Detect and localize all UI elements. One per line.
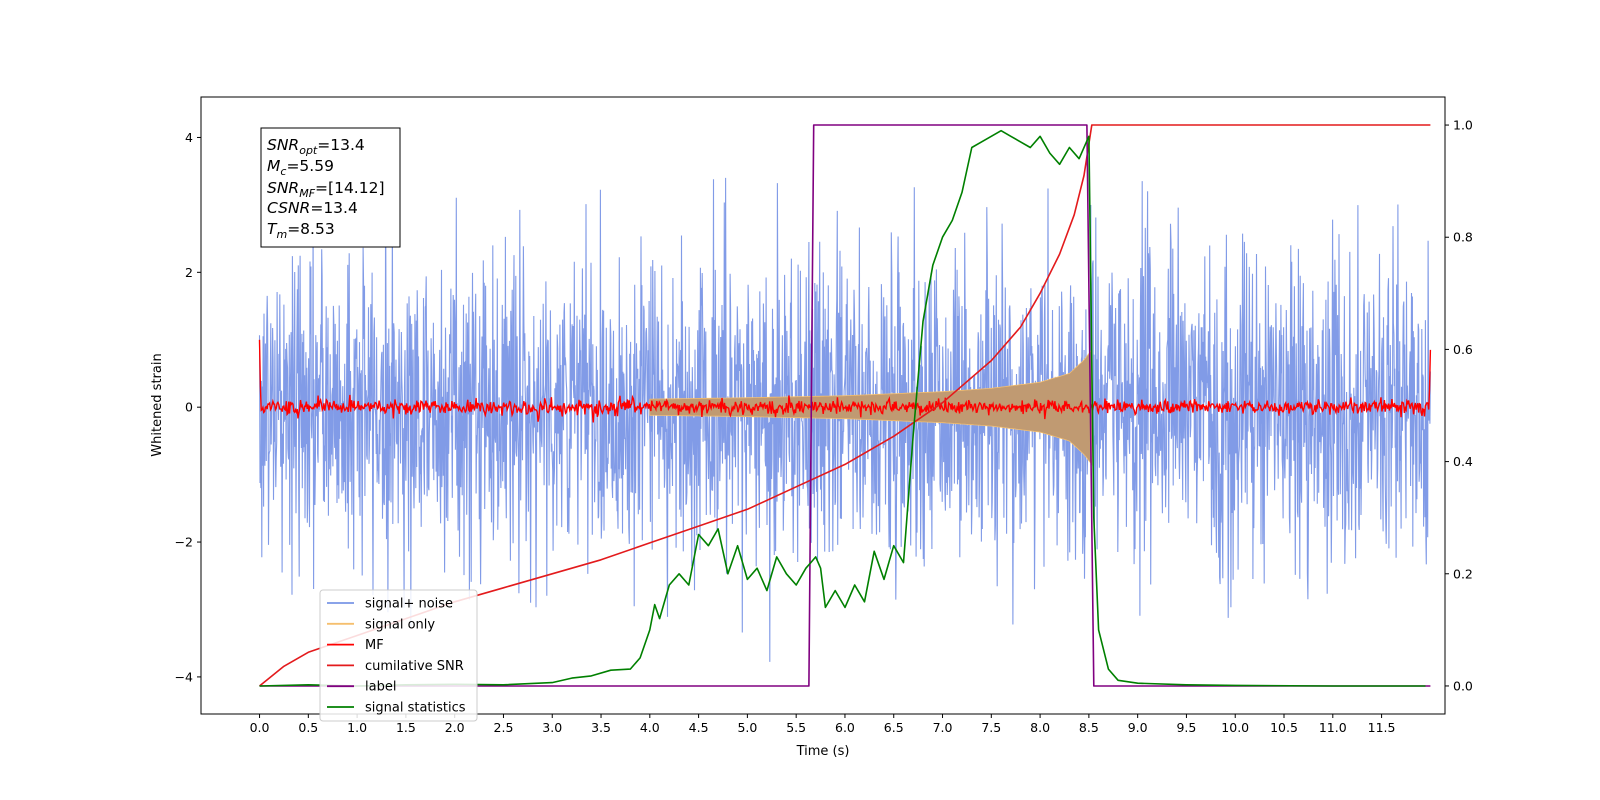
x-tick-label: 3.0 [542, 720, 562, 735]
x-tick-label: 4.0 [640, 720, 660, 735]
legend-entry: label [365, 680, 396, 695]
legend-entry: signal only [365, 617, 435, 632]
x-tick-label: 1.5 [396, 720, 416, 735]
y-axis-left: 4 2 0 −2 −4 [175, 130, 201, 684]
y-axis-label: Whitened strain [150, 353, 165, 456]
y-tick-label-left: −2 [175, 535, 193, 550]
x-tick-label: 0.0 [250, 720, 270, 735]
y-tick-label-right: 0.8 [1453, 230, 1473, 245]
series-signal-statistics [259, 129, 1426, 687]
x-tick-label: 11.0 [1319, 720, 1347, 735]
y-tick-label-right: 0.2 [1453, 566, 1473, 581]
y-tick-label-left: 4 [185, 130, 193, 145]
x-tick-label: 4.5 [689, 720, 709, 735]
legend-frame [319, 589, 478, 722]
plot-frame [200, 96, 1446, 715]
x-tick-label: 7.0 [933, 720, 953, 735]
series-mf [258, 339, 1432, 423]
info-mc: Mc=5.59 [267, 157, 334, 178]
legend-entry: signal statistics [365, 701, 466, 716]
legend: signal+ noise signal only MF cumilative SNR… [319, 589, 478, 722]
x-tick-label: 6.0 [835, 720, 855, 735]
x-tick-label: 10.5 [1270, 720, 1298, 735]
series-label [259, 124, 1431, 687]
x-tick-label: 8.0 [1030, 720, 1050, 735]
x-tick-label: 3.5 [591, 720, 611, 735]
legend-entry: cumilative SNR [365, 659, 464, 674]
y-tick-label-right: 1.0 [1453, 118, 1473, 133]
info-tm: Tm=8.53 [267, 220, 335, 241]
x-tick-label: 5.0 [737, 720, 757, 735]
legend-entry: MF [365, 638, 384, 653]
x-tick-label: 9.0 [1128, 720, 1148, 735]
info-csnr: CSNR=13.4 [267, 199, 358, 217]
info-box: SNRopt=13.4 Mc=5.59 SNRMF=[14.12] CSNR=1… [260, 127, 401, 248]
x-axis: 0.0 0.5 1.0 1.5 2.0 2.5 3.0 3.5 4.0 4.5 5.0 5.5 6.0 6… [250, 714, 1396, 735]
info-box-frame [260, 127, 401, 248]
x-tick-label: 10.0 [1221, 720, 1249, 735]
legend-entry: signal+ noise [365, 597, 453, 612]
series-layer [258, 124, 1432, 687]
x-tick-label: 0.5 [298, 720, 318, 735]
y-tick-label-right: 0.4 [1453, 454, 1473, 469]
info-snr-opt: SNRopt=13.4 [267, 136, 365, 157]
x-axis-label: Time (s) [796, 744, 850, 759]
y-axis-right: 1.0 0.8 0.6 0.4 0.2 0.0 [1445, 118, 1473, 693]
info-snr-mf: SNRMF=[14.12] [267, 179, 385, 200]
y-tick-label-left: 0 [185, 400, 193, 415]
x-tick-label: 1.0 [347, 720, 367, 735]
x-tick-label: 2.0 [445, 720, 465, 735]
y-tick-label-left: 2 [185, 265, 193, 280]
y-tick-label-left: −4 [175, 669, 193, 684]
x-tick-label: 7.5 [981, 720, 1001, 735]
x-tick-label: 11.5 [1368, 720, 1396, 735]
x-tick-label: 5.5 [786, 720, 806, 735]
x-tick-label: 6.5 [884, 720, 904, 735]
y-tick-label-right: 0.0 [1453, 678, 1473, 693]
series-signal-plus-noise [258, 177, 1431, 662]
x-tick-label: 8.5 [1079, 720, 1099, 735]
x-tick-label: 9.5 [1176, 720, 1196, 735]
y-tick-label-right: 0.6 [1453, 342, 1473, 357]
x-tick-label: 2.5 [494, 720, 514, 735]
